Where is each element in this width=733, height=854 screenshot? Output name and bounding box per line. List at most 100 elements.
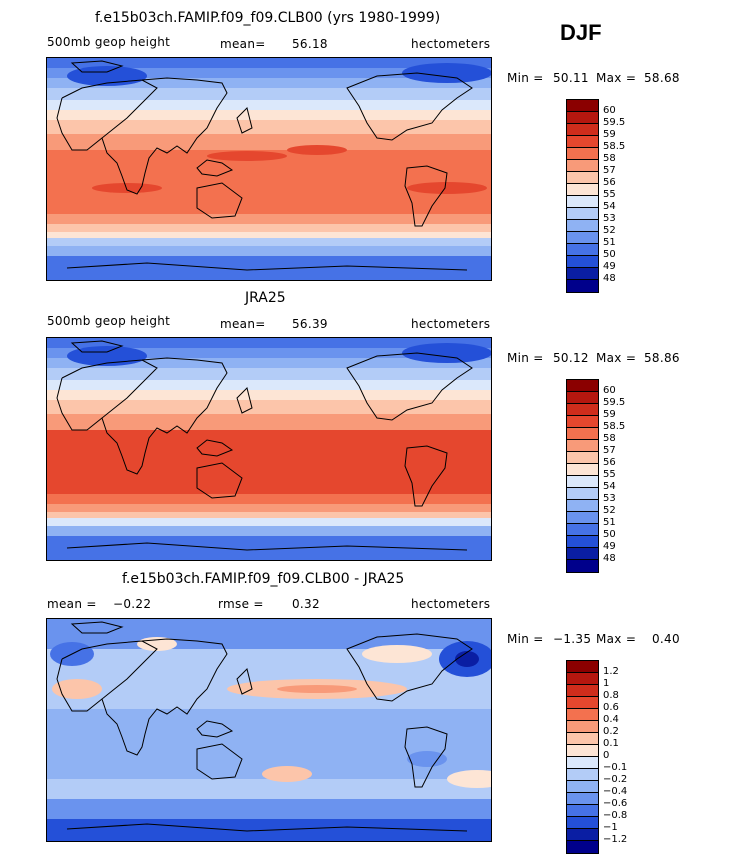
panel-3-colorbar xyxy=(566,660,599,854)
panel-1-variable-label: 500mb geop height xyxy=(47,35,171,49)
colorbar-swatch xyxy=(567,697,598,709)
colorbar-label: 57 xyxy=(603,165,616,176)
colorbar-label: −0.4 xyxy=(603,786,628,797)
colorbar-label: 59 xyxy=(603,129,616,140)
panel-1-title: f.e15b03ch.FAMIP.f09_f09.CLB00 (yrs 1980… xyxy=(95,10,441,26)
colorbar-swatch xyxy=(567,560,598,572)
colorbar-swatch xyxy=(567,280,598,292)
colorbar-swatch xyxy=(567,428,598,440)
panel-3-rmse-label: rmse = xyxy=(218,597,264,611)
colorbar-swatch xyxy=(567,392,598,404)
colorbar-swatch xyxy=(567,136,598,148)
colorbar-swatch xyxy=(567,841,598,853)
colorbar-label: 53 xyxy=(603,493,616,504)
colorbar-swatch xyxy=(567,148,598,160)
colorbar-label: 56 xyxy=(603,177,616,188)
colorbar-swatch xyxy=(567,745,598,757)
panel-3-title: f.e15b03ch.FAMIP.f09_f09.CLB00 - JRA25 xyxy=(122,571,405,587)
colorbar-swatch xyxy=(567,160,598,172)
panel-3-max-value: 0.40 xyxy=(652,632,680,646)
panel-2-min-label: Min = xyxy=(507,351,544,365)
colorbar-swatch xyxy=(567,536,598,548)
panel-1-units: hectometers xyxy=(411,37,491,51)
colorbar-label: 59.5 xyxy=(603,397,626,408)
panel-2-title: JRA25 xyxy=(245,290,286,306)
colorbar-swatch xyxy=(567,112,598,124)
colorbar-label: 54 xyxy=(603,481,616,492)
colorbar-label: 0.8 xyxy=(603,690,619,701)
panel-1-map xyxy=(46,57,492,281)
colorbar-swatch xyxy=(567,220,598,232)
colorbar-swatch xyxy=(567,817,598,829)
colorbar-swatch xyxy=(567,512,598,524)
colorbar-swatch xyxy=(567,829,598,841)
panel-2-mean-label: mean= xyxy=(220,317,266,331)
colorbar-label: 49 xyxy=(603,541,616,552)
colorbar-swatch xyxy=(567,793,598,805)
panel-3-max-label: Max = xyxy=(596,632,637,646)
colorbar-swatch xyxy=(567,685,598,697)
colorbar-label: 50 xyxy=(603,529,616,540)
colorbar-label: 58.5 xyxy=(603,141,626,152)
panel-1-colorbar xyxy=(566,99,599,293)
colorbar-label: 0.4 xyxy=(603,714,619,725)
colorbar-label: −0.6 xyxy=(603,798,628,809)
colorbar-label: 58 xyxy=(603,433,616,444)
colorbar-label: 51 xyxy=(603,237,616,248)
colorbar-label: 0.6 xyxy=(603,702,619,713)
colorbar-swatch xyxy=(567,781,598,793)
colorbar-label: 60 xyxy=(603,105,616,116)
panel-3-min-label: Min = xyxy=(507,632,544,646)
panel-2-max-value: 58.86 xyxy=(644,351,680,365)
colorbar-swatch xyxy=(567,709,598,721)
colorbar-swatch xyxy=(567,500,598,512)
panel-2-units: hectometers xyxy=(411,317,491,331)
colorbar-label: 55 xyxy=(603,469,616,480)
colorbar-swatch xyxy=(567,440,598,452)
colorbar-label: 50 xyxy=(603,249,616,260)
colorbar-swatch xyxy=(567,548,598,560)
colorbar-label: −0.1 xyxy=(603,762,628,773)
colorbar-swatch xyxy=(567,721,598,733)
colorbar-label: 57 xyxy=(603,445,616,456)
colorbar-label: 1.2 xyxy=(603,666,619,677)
panel-1-max-label: Max = xyxy=(596,71,637,85)
colorbar-swatch xyxy=(567,380,598,392)
colorbar-label: −0.8 xyxy=(603,810,628,821)
colorbar-swatch xyxy=(567,733,598,745)
panel-2-mean-value: 56.39 xyxy=(292,317,328,331)
colorbar-swatch xyxy=(567,769,598,781)
colorbar-swatch xyxy=(567,757,598,769)
colorbar-swatch xyxy=(567,404,598,416)
colorbar-label: 56 xyxy=(603,457,616,468)
colorbar-label: 59.5 xyxy=(603,117,626,128)
colorbar-swatch xyxy=(567,172,598,184)
colorbar-label: 1 xyxy=(603,678,610,689)
panel-1-mean-value: 56.18 xyxy=(292,37,328,51)
colorbar-label: 52 xyxy=(603,505,616,516)
colorbar-swatch xyxy=(567,476,598,488)
colorbar-label: 51 xyxy=(603,517,616,528)
panel-3-units: hectometers xyxy=(411,597,491,611)
colorbar-swatch xyxy=(567,124,598,136)
colorbar-swatch xyxy=(567,268,598,280)
colorbar-label: 0.2 xyxy=(603,726,619,737)
panel-3-mean-label: mean = xyxy=(47,597,97,611)
colorbar-swatch xyxy=(567,100,598,112)
panel-2-min-value: 50.12 xyxy=(553,351,589,365)
colorbar-swatch xyxy=(567,184,598,196)
colorbar-label: 52 xyxy=(603,225,616,236)
colorbar-label: 53 xyxy=(603,213,616,224)
colorbar-label: 58 xyxy=(603,153,616,164)
colorbar-label: −0.2 xyxy=(603,774,628,785)
colorbar-label: 54 xyxy=(603,201,616,212)
colorbar-swatch xyxy=(567,196,598,208)
colorbar-swatch xyxy=(567,208,598,220)
colorbar-swatch xyxy=(567,256,598,268)
colorbar-label: −1.2 xyxy=(603,834,628,845)
colorbar-swatch xyxy=(567,661,598,673)
panel-3-min-value: −1.35 xyxy=(553,632,592,646)
panel-1-max-value: 58.68 xyxy=(644,71,680,85)
colorbar-label: 48 xyxy=(603,273,616,284)
colorbar-label: 48 xyxy=(603,553,616,564)
